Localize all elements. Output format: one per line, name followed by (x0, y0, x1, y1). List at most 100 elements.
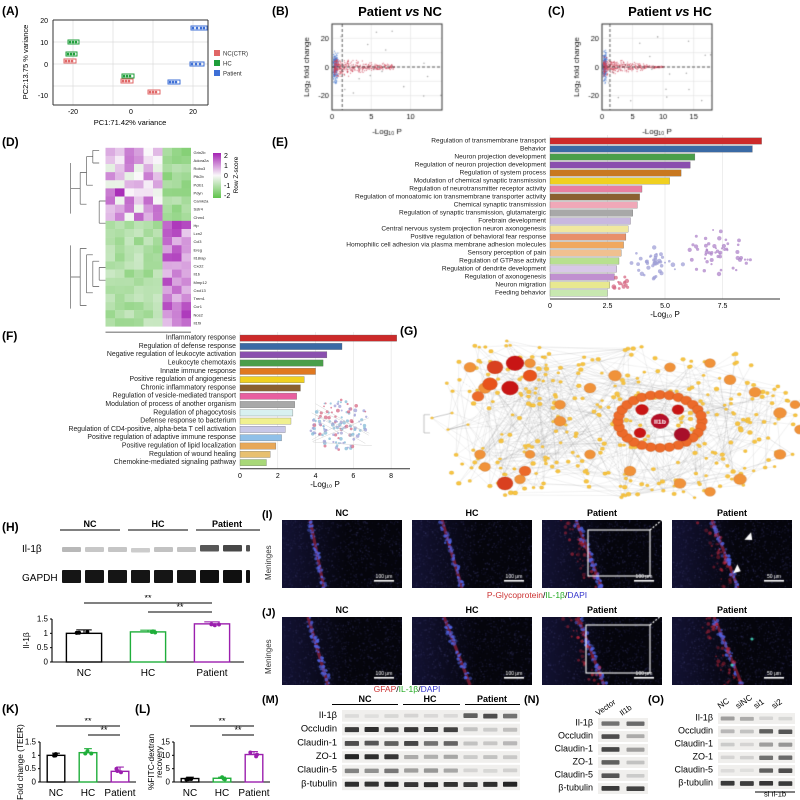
svg-text:PC1:71.42% variance: PC1:71.42% variance (94, 118, 167, 127)
svg-text:HC: HC (152, 519, 165, 529)
svg-text:0.5: 0.5 (25, 764, 37, 773)
svg-text:Patient: Patient (212, 519, 242, 529)
svg-text:Pdyn: Pdyn (194, 190, 203, 195)
svg-text:0: 0 (238, 473, 242, 480)
svg-text:Neuron projection development: Neuron projection development (454, 153, 546, 160)
svg-text:ZO-1: ZO-1 (572, 756, 593, 766)
svg-text:Hp: Hp (194, 223, 200, 228)
svg-text:Positive regulation of angioge: Positive regulation of angiogenesis (130, 376, 237, 383)
svg-text:Inflammatory response: Inflammatory response (166, 335, 236, 342)
svg-text:**: ** (176, 602, 184, 612)
svg-text:Behavior: Behavior (520, 145, 547, 152)
svg-text:Chemical synaptic transmission: Chemical synaptic transmission (454, 201, 547, 208)
svg-text:Claudin-5: Claudin-5 (674, 764, 713, 774)
svg-text:Claudin-5: Claudin-5 (554, 769, 593, 779)
svg-text:Ccl3: Ccl3 (194, 239, 203, 244)
svg-text:Regulation of CD4-positive, al: Regulation of CD4-positive, alpha-beta T… (68, 426, 236, 433)
svg-text:Fold change (TEER): Fold change (TEER) (15, 724, 25, 800)
svg-text:2: 2 (224, 153, 228, 160)
svg-text:Innate immune response: Innate immune response (160, 368, 236, 375)
svg-text:β-tubulin: β-tubulin (558, 782, 593, 792)
svg-text:NC: NC (84, 519, 97, 529)
svg-text:si2: si2 (769, 696, 784, 710)
svg-text:Mmp12: Mmp12 (194, 280, 208, 285)
svg-text:Occludin: Occludin (301, 724, 337, 734)
svg-text:Trem1: Trem1 (194, 296, 206, 301)
svg-text:Adora2a: Adora2a (194, 158, 210, 163)
svg-text:10: 10 (40, 40, 48, 47)
svg-text:1: 1 (32, 751, 37, 760)
svg-text:0: 0 (129, 109, 133, 116)
svg-text:Regulation of transmembrane tr: Regulation of transmembrane transport (431, 137, 546, 144)
svg-text:Regulation of axonogenesis: Regulation of axonogenesis (465, 273, 547, 280)
svg-text:Positive regulation of behavio: Positive regulation of behavioral fear r… (410, 233, 546, 240)
svg-text:7.5: 7.5 (718, 303, 728, 310)
svg-text:-10: -10 (38, 93, 48, 100)
svg-text:6: 6 (351, 473, 355, 480)
svg-text:0: 0 (224, 173, 228, 180)
svg-text:Robo3: Robo3 (194, 166, 207, 171)
svg-text:GAPDH: GAPDH (22, 573, 58, 584)
svg-text:Positive regulation of adaptiv: Positive regulation of adaptive immune r… (87, 434, 236, 441)
svg-text:NC: NC (715, 696, 731, 711)
svg-text:Regulation of neuron projectio: Regulation of neuron projection developm… (415, 161, 546, 168)
svg-text:Forebrain development: Forebrain development (478, 217, 546, 224)
svg-text:Claudin-1: Claudin-1 (554, 743, 593, 753)
svg-text:HC: HC (215, 788, 229, 799)
svg-text:NC: NC (359, 694, 372, 704)
svg-text:Chemokine-mediated signaling p: Chemokine-mediated signaling pathway (114, 459, 237, 466)
svg-text:HC: HC (424, 694, 437, 704)
svg-text:Il-1β: Il-1β (575, 717, 593, 727)
svg-text:0: 0 (32, 778, 37, 787)
svg-text:-20: -20 (68, 109, 78, 116)
svg-text:**: ** (218, 718, 226, 726)
svg-text:Neuron migration: Neuron migration (495, 281, 546, 288)
svg-text:HC: HC (81, 788, 95, 799)
svg-text:Patient: Patient (238, 788, 269, 799)
svg-text:20: 20 (189, 109, 197, 116)
svg-text:Cxcl2: Cxcl2 (194, 264, 205, 269)
svg-text:1.5: 1.5 (37, 615, 49, 624)
svg-text:HC: HC (141, 668, 155, 679)
svg-text:Grin2b: Grin2b (194, 150, 207, 155)
svg-text:Feeding behavior: Feeding behavior (495, 289, 547, 296)
svg-text:Regulation of phagocytosis: Regulation of phagocytosis (153, 409, 236, 416)
svg-text:Defense response to bacterium: Defense response to bacterium (140, 418, 236, 425)
svg-text:1: 1 (44, 629, 49, 638)
svg-text:Row Z-score: Row Z-score (233, 156, 240, 193)
svg-text:Il-1β: Il-1β (319, 710, 337, 720)
svg-text:Positive regulation of lipid l: Positive regulation of lipid localizatio… (122, 443, 236, 450)
svg-text:NC(CTR): NC(CTR) (223, 52, 248, 58)
svg-text:**: ** (234, 725, 242, 735)
svg-text:recovery: recovery (154, 745, 164, 778)
svg-text:5: 5 (166, 764, 171, 773)
svg-text:Lcn2: Lcn2 (194, 231, 203, 236)
svg-text:0: 0 (548, 303, 552, 310)
svg-text:Regulation of wound healing: Regulation of wound healing (149, 451, 236, 458)
svg-text:NC: NC (77, 668, 91, 679)
svg-text:NC: NC (49, 788, 63, 799)
svg-text:Vector: Vector (594, 700, 618, 718)
svg-text:Regulation of GTPase activity: Regulation of GTPase activity (459, 257, 547, 264)
svg-text:-2: -2 (224, 193, 230, 200)
svg-text:Occludin: Occludin (678, 725, 713, 735)
svg-text:Regulation of defense response: Regulation of defense response (139, 343, 236, 350)
svg-text:β-tubulin: β-tubulin (301, 778, 337, 788)
svg-text:HC: HC (223, 62, 232, 68)
svg-text:ZO-1: ZO-1 (316, 751, 337, 761)
svg-text:Central nervous system project: Central nervous system projection neuron… (381, 225, 546, 232)
svg-text:Nos2: Nos2 (194, 312, 204, 317)
svg-text:0.5: 0.5 (37, 643, 49, 652)
svg-text:PC2:13.75 % variance: PC2:13.75 % variance (21, 25, 30, 100)
svg-text:Regulation of monoatomic ion t: Regulation of monoatomic ion transmembra… (355, 193, 547, 200)
svg-text:Occludin: Occludin (558, 730, 593, 740)
svg-text:Regulation of neurotransmitter: Regulation of neurotransmitter receptor … (409, 185, 546, 192)
svg-text:4: 4 (314, 473, 318, 480)
svg-text:si Il-1b: si Il-1b (764, 790, 786, 798)
svg-text:1: 1 (224, 163, 228, 170)
svg-text:Patient: Patient (223, 72, 242, 78)
svg-text:Pclb1: Pclb1 (194, 182, 205, 187)
svg-text:Patient: Patient (104, 788, 135, 799)
svg-text:15: 15 (161, 738, 170, 747)
svg-text:-Log₁₀ P: -Log₁₀ P (310, 480, 340, 489)
